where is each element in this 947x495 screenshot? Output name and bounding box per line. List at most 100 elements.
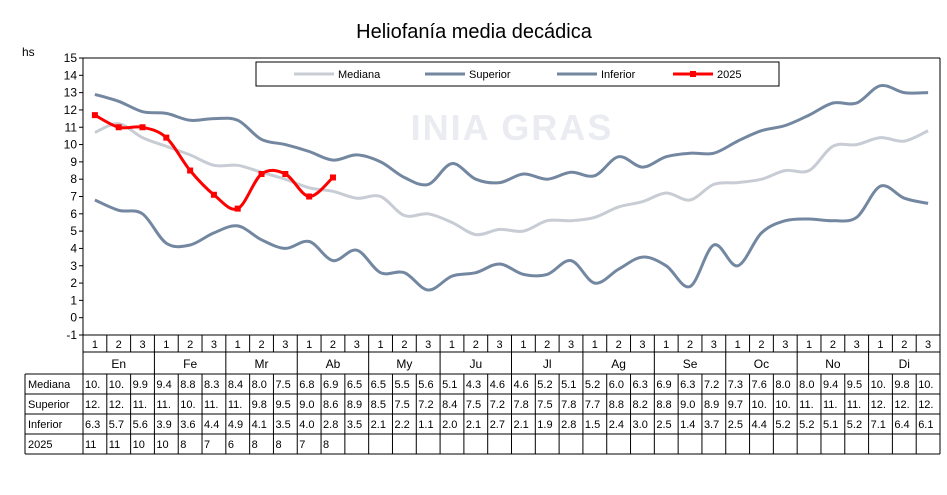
watermark-text: INIA GRAS [411,107,614,148]
table-cell: 11. [228,399,242,411]
month-label: Ju [469,357,482,371]
table-cell: 8.4 [442,399,457,411]
legend-label-mediana: Mediana [338,69,381,81]
table-cell: 4.0 [299,419,314,431]
table-cell: 7.5 [275,379,290,391]
table-row-label: Mediana [28,379,71,391]
table-cell: 2.1 [514,419,529,431]
y-tick-label: 3 [70,259,77,273]
point-2025 [139,124,146,131]
decade-label: 3 [782,339,788,351]
table-cell: 11 [109,439,120,451]
table-cell: 6.3 [85,419,100,431]
point-2025 [187,167,194,174]
table-cell: 4.3 [466,379,481,391]
data-table: 1 2 3 1 2 3 1 2 3 1 2 3 1 2 3 1 2 3 1 2 3 1 2 3 1 2 3 1 2 3 1 2 3 1 2 3 En Fe… [24,335,941,455]
table-cell: 6.0 [609,379,624,391]
table-cell: 8 [275,439,281,451]
table-cell: 8 [252,439,258,451]
table-cell: 7.5 [466,399,481,411]
series-line-superior [94,83,929,187]
table-cell: 11. [847,399,861,411]
table-cell: 3.0 [633,419,648,431]
decade-label: 1 [449,339,455,351]
y-tick-label: 11 [65,120,78,134]
y-tick-label: 6 [70,207,77,221]
point-2025 [115,124,122,131]
y-tick-label: 9 [70,155,77,169]
table-cell: 8.8 [656,399,671,411]
table-cell: 9.0 [680,399,695,411]
table-cell: 12. [894,399,909,411]
table-cell: 12. [109,399,124,411]
table-cell: 5.1 [442,379,457,391]
table-cell: 5.2 [799,419,814,431]
table-cell: 8.2 [633,399,648,411]
table-cell: 8 [323,439,329,451]
decade-label: 2 [330,339,336,351]
table-cell: 8.9 [704,399,719,411]
table-cell: 3.5 [347,419,362,431]
table-cell: 5.2 [585,379,600,391]
table-cell: 3.7 [704,419,719,431]
table-cell: 6.4 [894,419,909,431]
decade-label: 2 [187,339,193,351]
table-cell: 9.5 [275,399,290,411]
decade-label: 1 [806,339,812,351]
chart-title: Heliofanía media decádica [356,21,593,43]
decade-label: 1 [92,339,98,351]
decade-label: 3 [711,339,717,351]
table-cell: 3.6 [180,419,195,431]
month-label: Mr [255,357,269,371]
table-cell: 6.9 [323,379,338,391]
y-tick-label: 1 [70,293,77,307]
table-cell: 12. [871,399,886,411]
table-cell: 1.9 [537,419,552,431]
decade-label: 3 [854,339,860,351]
table-cell: 7.6 [752,379,767,391]
table-cell: 4.4 [204,419,219,431]
month-label: Ab [326,357,341,371]
table-cell: 7.5 [537,399,552,411]
y-tick-label: -1 [66,328,77,342]
decade-label: 2 [758,339,764,351]
table-cell: 7.8 [514,399,529,411]
decade-label: 3 [139,339,145,351]
table-row-label: Superior [28,399,70,411]
y-tick-label: 8 [70,172,77,186]
series-line-mediana [94,122,929,237]
table-cell: 6.5 [347,379,362,391]
table-cell: 4.4 [752,419,767,431]
decade-label: 1 [592,339,598,351]
table-cell: 10. [752,399,767,411]
point-2025 [91,112,98,119]
table-cell: 4.9 [228,419,243,431]
month-label: Jl [543,357,552,371]
point-2025 [210,191,217,198]
table-cell: 7.2 [490,399,505,411]
decade-label: 2 [544,339,550,351]
point-2025 [234,205,241,212]
table-cell: 7.1 [871,419,886,431]
table-cell: 6.1 [918,419,933,431]
decade-label: 3 [354,339,360,351]
table-cell: 9.4 [823,379,838,391]
table-cell: 2.5 [728,419,743,431]
month-label: My [396,357,412,371]
table-cell: 10. [871,379,886,391]
month-label: Di [899,357,910,371]
table-cell: 7 [299,439,305,451]
table-cell: 9.8 [252,399,267,411]
decade-label: 3 [211,339,217,351]
table-cell: 8.8 [180,379,195,391]
decade-label: 3 [639,339,645,351]
table-cell: 4.6 [514,379,529,391]
table-cell: 6.9 [656,379,671,391]
table-cell: 11. [799,399,813,411]
table-row-label: 2025 [28,439,52,451]
decade-label: 3 [497,339,503,351]
watermark: INIA GRAS [411,107,614,148]
decade-label: 3 [282,339,288,351]
